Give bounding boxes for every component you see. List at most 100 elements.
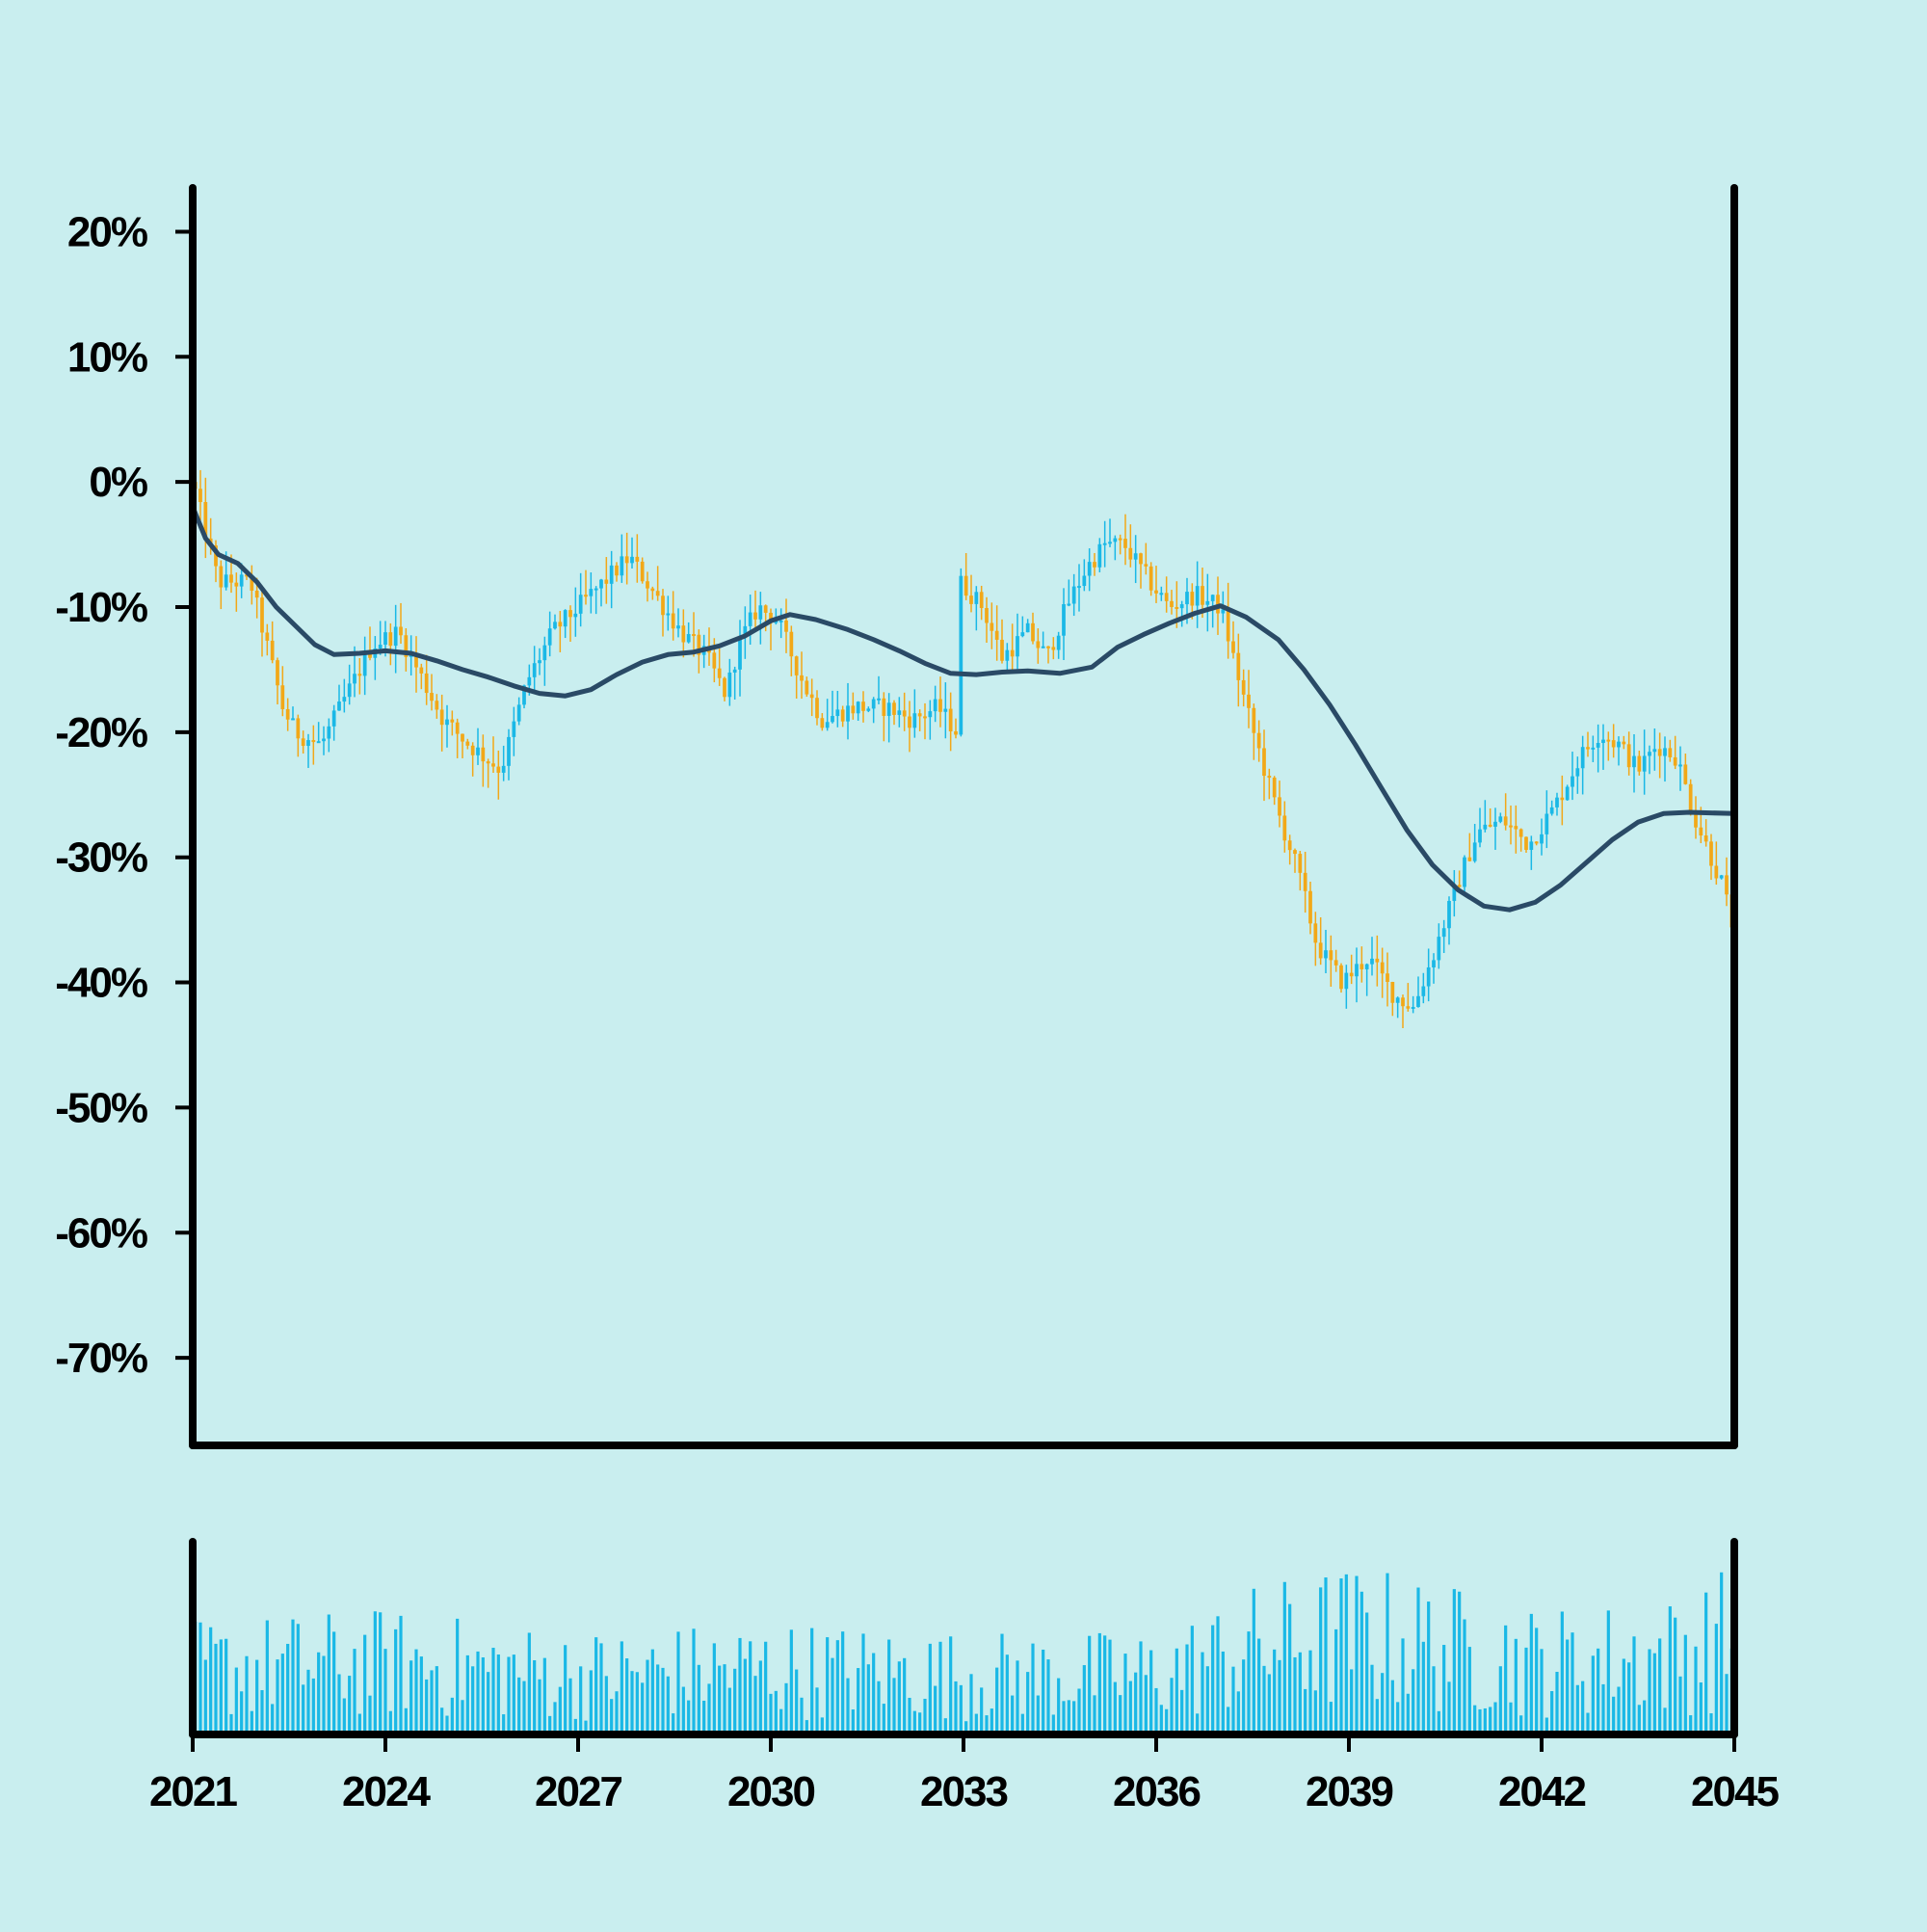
candle [388, 622, 393, 666]
candle [692, 612, 696, 657]
candle [1596, 724, 1600, 773]
volume-bar [646, 1659, 649, 1734]
volume-bar [1304, 1688, 1307, 1734]
candle [615, 562, 619, 582]
volume-bar [846, 1678, 850, 1734]
volume-bar [826, 1637, 830, 1734]
candle [1016, 613, 1019, 670]
volume-bar [1632, 1636, 1636, 1734]
candle [1267, 768, 1272, 800]
candle [270, 621, 275, 664]
volume-bar [620, 1641, 623, 1734]
volume-bar [1544, 1717, 1548, 1734]
candle [1395, 996, 1400, 1019]
candle [1195, 561, 1200, 628]
volume-bar [1483, 1707, 1487, 1734]
candle [1010, 623, 1015, 671]
candle [265, 623, 270, 656]
candle [316, 722, 321, 744]
volume-bar [835, 1640, 839, 1734]
volume-bar [810, 1628, 814, 1734]
candle [1067, 579, 1071, 607]
candle [1128, 524, 1133, 568]
volume-bar [234, 1667, 238, 1734]
candle [578, 572, 583, 627]
candle [501, 745, 506, 781]
volume-bar [764, 1641, 768, 1734]
volume-bar [302, 1684, 305, 1734]
volume-bar [1139, 1641, 1143, 1734]
x-tick-label: 2024 [342, 1768, 431, 1815]
volume-bar [1057, 1678, 1061, 1734]
volume-bar [430, 1670, 434, 1734]
x-tick-label: 2030 [727, 1768, 814, 1815]
volume-bar [1601, 1683, 1605, 1734]
candle [1036, 628, 1041, 664]
volume-bar [681, 1686, 685, 1734]
candle [1463, 855, 1466, 895]
volume-bar [615, 1691, 619, 1734]
candle [1611, 724, 1616, 758]
candle [1657, 732, 1662, 779]
candle [908, 701, 911, 753]
volume-bar [1591, 1655, 1595, 1734]
volume-bar [291, 1619, 295, 1734]
volume-bar [805, 1720, 808, 1734]
volume-bar [1165, 1708, 1169, 1734]
candle [630, 537, 634, 569]
volume-bar [456, 1618, 460, 1734]
candle [1514, 805, 1518, 854]
candle [450, 710, 455, 736]
candle [938, 676, 942, 728]
volume-bar [1421, 1641, 1425, 1734]
volume-bar [198, 1622, 202, 1734]
candle [1349, 954, 1354, 985]
volume-bar [1313, 1690, 1317, 1734]
volume-bar [641, 1682, 645, 1734]
volume-bar [203, 1659, 207, 1734]
volume-bar [928, 1643, 932, 1734]
volume-bar [1180, 1689, 1184, 1734]
candle [1457, 870, 1462, 888]
candle [1087, 548, 1092, 592]
candle [1077, 564, 1081, 612]
volume-bar [1344, 1574, 1348, 1734]
candle [1622, 735, 1626, 750]
candle [1478, 807, 1482, 848]
candle [1416, 976, 1420, 1008]
volume-bar [502, 1714, 506, 1734]
volume-bar [1586, 1712, 1590, 1734]
candle [393, 604, 398, 674]
candle [917, 709, 922, 731]
volume-bar [795, 1669, 799, 1734]
candle [1617, 736, 1621, 766]
candle [1005, 643, 1010, 674]
candle [1000, 619, 1004, 664]
volume-bar [1412, 1669, 1415, 1734]
volume-bar [697, 1664, 700, 1734]
y-tick-label: 0% [89, 459, 146, 506]
volume-bar [271, 1704, 275, 1734]
candle [1493, 807, 1497, 850]
candle [835, 690, 840, 728]
volume-bar [1663, 1707, 1667, 1734]
volume-bar [1020, 1713, 1024, 1734]
candle [1586, 731, 1590, 757]
volume-bar [265, 1620, 269, 1734]
candle [1210, 594, 1215, 628]
candles-layer [193, 469, 1734, 1029]
candle [846, 682, 850, 740]
volume-bar [1509, 1702, 1513, 1734]
volume-bar [1704, 1592, 1708, 1734]
volume-bar [1252, 1588, 1255, 1734]
volume-bar [1514, 1638, 1518, 1734]
candle [912, 689, 917, 738]
candle [342, 678, 347, 713]
candle [573, 587, 578, 637]
candle [1241, 669, 1246, 707]
volume-bar [769, 1693, 773, 1734]
volume-bar [1097, 1632, 1101, 1734]
candle [1421, 972, 1426, 1004]
candle [1452, 869, 1457, 917]
